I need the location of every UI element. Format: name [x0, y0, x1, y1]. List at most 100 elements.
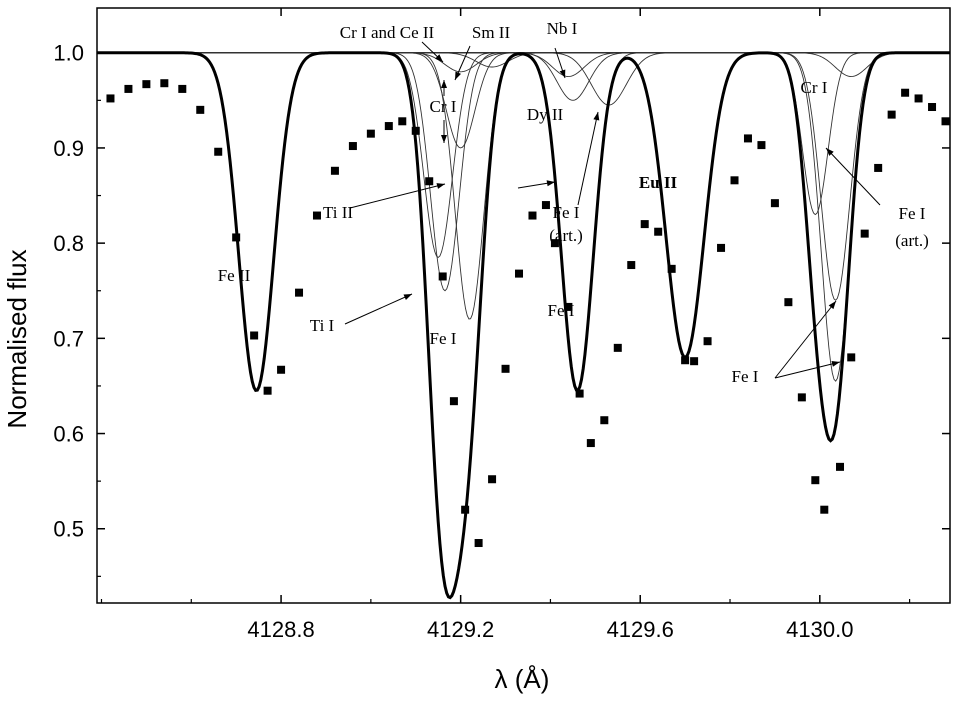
annotation-arrowhead-4: [559, 69, 566, 78]
annotation-arrow-7: [577, 111, 599, 206]
annotation-arrowhead-9: [403, 294, 412, 300]
annotation-cr-i-ce-ii: Cr I and Ce II: [340, 23, 435, 42]
observed-point: [914, 94, 923, 103]
observed-point: [232, 233, 241, 242]
observed-point: [847, 353, 856, 362]
observed-point: [784, 298, 793, 307]
observed-point: [541, 201, 550, 210]
annotation-ti-ii: Ti II: [323, 203, 353, 222]
observed-point: [757, 141, 766, 150]
observed-point: [586, 439, 595, 448]
observed-point: [928, 103, 937, 112]
annotation-arrowhead-10: [828, 301, 836, 310]
observed-point: [717, 243, 726, 252]
observed-point: [295, 288, 304, 297]
observed-point: [667, 264, 676, 273]
component-line-9: [97, 52, 950, 391]
observed-point: [330, 166, 339, 175]
x-tick-label: 4129.2: [427, 617, 494, 642]
observed-point: [106, 94, 115, 103]
annotation-arrowhead-8: [826, 148, 834, 156]
observed-point: [366, 129, 375, 138]
annotation-arrowhead-0: [435, 54, 443, 62]
observed-point: [411, 126, 420, 135]
plot-frame: [96, 7, 951, 604]
observed-point: [160, 79, 169, 88]
observed-point: [263, 386, 272, 395]
y-tick-label: 1.0: [53, 41, 84, 66]
observed-point: [564, 302, 573, 311]
observed-point: [142, 80, 151, 89]
annotation-arrowhead-5: [436, 183, 445, 189]
annotation-fe-i-right: Fe I: [732, 367, 759, 386]
observed-point: [461, 505, 470, 514]
annotation-fe-i-art-mid-paren: (art.): [549, 226, 583, 245]
annotation-ti-i: Ti I: [310, 316, 335, 335]
observed-point: [770, 199, 779, 208]
annotation-dy-ii: Dy II: [527, 105, 564, 124]
y-tick-label: 0.7: [53, 326, 84, 351]
x-axis-title: λ (Å): [495, 664, 550, 694]
annotation-fe-i-left: Fe I: [430, 329, 457, 348]
annotation-fe-i-art-right-paren: (art.): [895, 231, 929, 250]
annotation-arrows: [344, 41, 881, 379]
observed-point: [836, 462, 845, 471]
synthetic-spectrum-line: [97, 51, 950, 600]
observed-point: [178, 84, 187, 93]
observed-point: [384, 122, 393, 131]
observed-point: [438, 272, 447, 281]
annotation-nb-i: Nb I: [547, 19, 578, 38]
component-line-2: [97, 52, 950, 77]
annotation-fe-i-mid: Fe I: [548, 301, 575, 320]
observed-point: [860, 229, 869, 238]
observed-point: [654, 227, 663, 236]
annotation-arrow-9: [344, 293, 413, 325]
observed-point: [250, 331, 259, 340]
annotation-fe-i-art-mid: Fe I: [553, 203, 580, 222]
observed-point: [501, 364, 510, 373]
y-tick-label: 0.8: [53, 231, 84, 256]
observed-point: [941, 117, 950, 126]
annotation-cr-i-left: Cr I: [430, 97, 457, 116]
y-tick-label: 0.6: [53, 422, 84, 447]
observed-point: [277, 365, 286, 374]
observed-point: [797, 393, 806, 402]
annotation-arrow-5: [349, 183, 446, 209]
observed-point: [627, 261, 636, 270]
observed-point: [398, 117, 407, 126]
observed-point: [887, 110, 896, 119]
observed-point: [743, 134, 752, 143]
observed-point: [124, 84, 133, 93]
observed-point: [214, 147, 223, 156]
observed-point: [640, 220, 649, 229]
observed-point: [901, 88, 910, 97]
component-lines: [97, 52, 950, 391]
annotation-arrowhead-11: [831, 361, 840, 367]
observed-point: [425, 177, 434, 186]
observed-point: [488, 475, 497, 484]
observed-point: [681, 356, 690, 365]
observed-point: [196, 105, 205, 114]
annotation-arrowhead-7: [593, 112, 600, 121]
synthetic-spectrum: [97, 51, 950, 600]
observed-point: [575, 389, 584, 398]
annotation-arrow-11: [774, 361, 841, 379]
observed-point: [312, 211, 321, 220]
x-tick-label: 4129.6: [607, 617, 674, 642]
observed-points: [106, 79, 950, 548]
observed-point: [550, 239, 559, 248]
annotation-sm-ii: Sm II: [472, 23, 511, 42]
observed-point: [874, 163, 883, 172]
annotation-fe-ii: Fe II: [218, 266, 251, 285]
component-line-10: [97, 52, 950, 77]
observed-point: [730, 176, 739, 185]
observed-point: [820, 505, 829, 514]
component-line-3: [97, 52, 950, 149]
observed-point: [348, 142, 357, 151]
annotation-eu-ii: Eu II: [639, 173, 678, 192]
annotation-fe-i-art-right: Fe I: [899, 204, 926, 223]
annotation-arrowhead-1: [455, 71, 461, 80]
component-line-0: [97, 52, 950, 73]
observed-point: [613, 343, 622, 352]
